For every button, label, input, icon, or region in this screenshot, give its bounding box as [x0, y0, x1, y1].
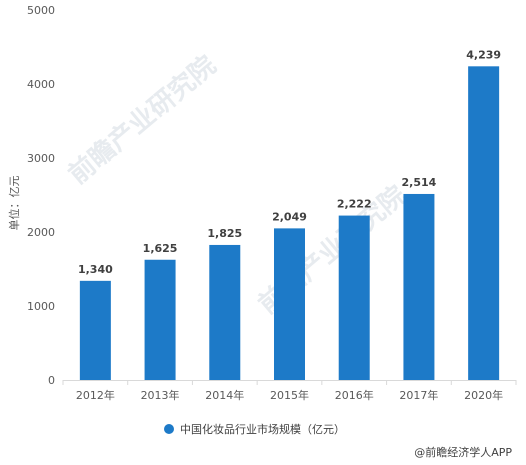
legend: 中国化妆品行业市场规模（亿元） — [164, 422, 345, 436]
x-tick-label: 2012年 — [76, 388, 115, 402]
x-tick-label: 2015年 — [270, 388, 309, 402]
bar — [209, 244, 241, 380]
y-tick-label: 0 — [48, 374, 55, 387]
y-tick-label: 2000 — [27, 226, 55, 239]
y-tick-label: 1000 — [27, 300, 55, 313]
data-labels: 1,340 1,625 1,825 2,049 2,222 2,514 4,239 — [78, 48, 501, 276]
bar-value-label: 2,049 — [272, 210, 307, 223]
x-tick-label: 2017年 — [399, 388, 438, 402]
bar — [144, 259, 176, 380]
y-tick-label: 4000 — [27, 78, 55, 91]
bar-value-label: 2,222 — [337, 198, 372, 211]
bar — [79, 280, 111, 380]
bar — [403, 193, 435, 380]
bar-value-label: 2,514 — [402, 176, 437, 189]
bar-series — [79, 66, 500, 381]
bar-value-label: 1,340 — [78, 263, 113, 276]
bar — [274, 228, 305, 380]
bar — [338, 215, 370, 380]
legend-label: 中国化妆品行业市场规模（亿元） — [180, 422, 345, 436]
x-tick-label: 2020年 — [464, 388, 503, 402]
y-tick-label: 5000 — [27, 4, 55, 17]
y-tick-label: 3000 — [27, 152, 55, 165]
bar — [468, 66, 500, 381]
y-axis: 0 1000 2000 3000 4000 5000 — [27, 4, 55, 387]
legend-marker-icon — [164, 424, 174, 434]
bar-value-label: 1,625 — [143, 242, 178, 255]
bar-value-label: 1,825 — [207, 227, 242, 240]
x-tick-label: 2013年 — [141, 388, 180, 402]
x-tick-label: 2014年 — [205, 388, 244, 402]
x-axis: 2012年 2013年 2014年 2015年 2016年 2017年 2020年 — [62, 380, 517, 402]
source-credit: @前瞻经济学人APP — [414, 445, 512, 459]
y-axis-label: 单位：亿元 — [7, 176, 21, 231]
x-tick-label: 2016年 — [335, 388, 374, 402]
watermark-text: 前瞻产业研究院 — [63, 50, 222, 191]
bar-value-label: 4,239 — [466, 48, 501, 61]
